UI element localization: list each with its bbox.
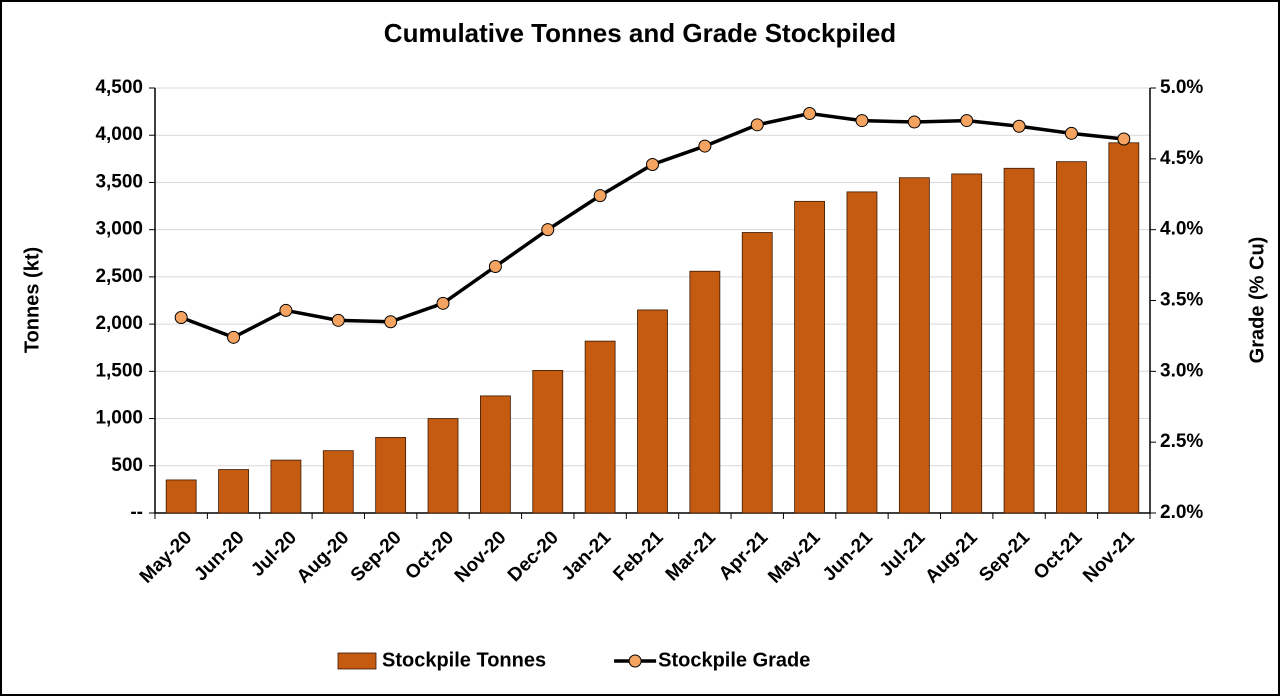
y-tick-label: 1,000 bbox=[95, 408, 143, 429]
legend-swatch bbox=[337, 652, 377, 670]
marker bbox=[1064, 126, 1078, 140]
bar bbox=[794, 200, 826, 514]
bar bbox=[846, 191, 878, 514]
bar bbox=[951, 173, 983, 514]
marker bbox=[384, 315, 398, 329]
y2-tick-label: 4.0% bbox=[1160, 219, 1203, 240]
marker bbox=[1117, 132, 1131, 146]
marker bbox=[488, 260, 502, 273]
marker bbox=[279, 303, 293, 317]
bar bbox=[165, 479, 197, 514]
marker bbox=[1012, 119, 1026, 133]
bar bbox=[218, 469, 249, 514]
marker bbox=[593, 189, 607, 203]
bar bbox=[689, 270, 721, 514]
marker bbox=[960, 114, 974, 128]
marker bbox=[541, 223, 555, 237]
bar bbox=[375, 437, 407, 514]
bar bbox=[270, 459, 302, 514]
y-tick-label: 4,000 bbox=[95, 124, 143, 145]
y-tick-label: 500 bbox=[111, 455, 143, 476]
y-axis-title: Tonnes (kt) bbox=[21, 247, 43, 353]
y-tick-label: 1,500 bbox=[95, 360, 143, 381]
y2-tick-label: 3.0% bbox=[1160, 360, 1203, 381]
bar bbox=[584, 340, 616, 514]
marker bbox=[436, 296, 450, 310]
y2-axis-title: Grade (% Cu) bbox=[1246, 237, 1268, 364]
y2-tick-label: 3.5% bbox=[1160, 290, 1203, 311]
y2-tick-label: 2.5% bbox=[1160, 431, 1203, 452]
bar bbox=[637, 309, 668, 514]
marker bbox=[646, 158, 659, 171]
bar bbox=[1003, 167, 1035, 514]
y-tick-label: 4,500 bbox=[95, 77, 143, 98]
y-tick-label: 3,000 bbox=[95, 219, 143, 240]
bar bbox=[1108, 142, 1140, 514]
y2-tick-label: 2.0% bbox=[1160, 502, 1203, 523]
y-tick-label: -- bbox=[130, 502, 143, 523]
y-tick-label: 2,500 bbox=[95, 266, 143, 287]
marker bbox=[174, 311, 188, 324]
bar bbox=[427, 418, 459, 514]
legend-marker bbox=[628, 654, 642, 668]
y2-tick-label: 5.0% bbox=[1160, 77, 1203, 98]
bar bbox=[1056, 161, 1087, 514]
marker bbox=[803, 107, 817, 120]
marker bbox=[750, 118, 764, 132]
marker bbox=[331, 313, 345, 327]
y2-tick-label: 4.5% bbox=[1160, 148, 1203, 169]
bar bbox=[479, 395, 511, 514]
y-tick-label: 2,000 bbox=[95, 313, 143, 334]
bar bbox=[532, 369, 564, 514]
marker bbox=[227, 330, 241, 344]
legend-label: Stockpile Grade bbox=[658, 649, 810, 671]
marker bbox=[907, 115, 921, 129]
marker bbox=[698, 139, 712, 153]
y-tick-label: 3,500 bbox=[95, 171, 143, 192]
legend-label: Stockpile Tonnes bbox=[382, 649, 546, 671]
bar bbox=[898, 177, 930, 514]
marker bbox=[855, 114, 869, 128]
bar bbox=[741, 232, 773, 514]
bar bbox=[322, 450, 354, 514]
chart-title: Cumulative Tonnes and Grade Stockpiled bbox=[384, 18, 896, 48]
